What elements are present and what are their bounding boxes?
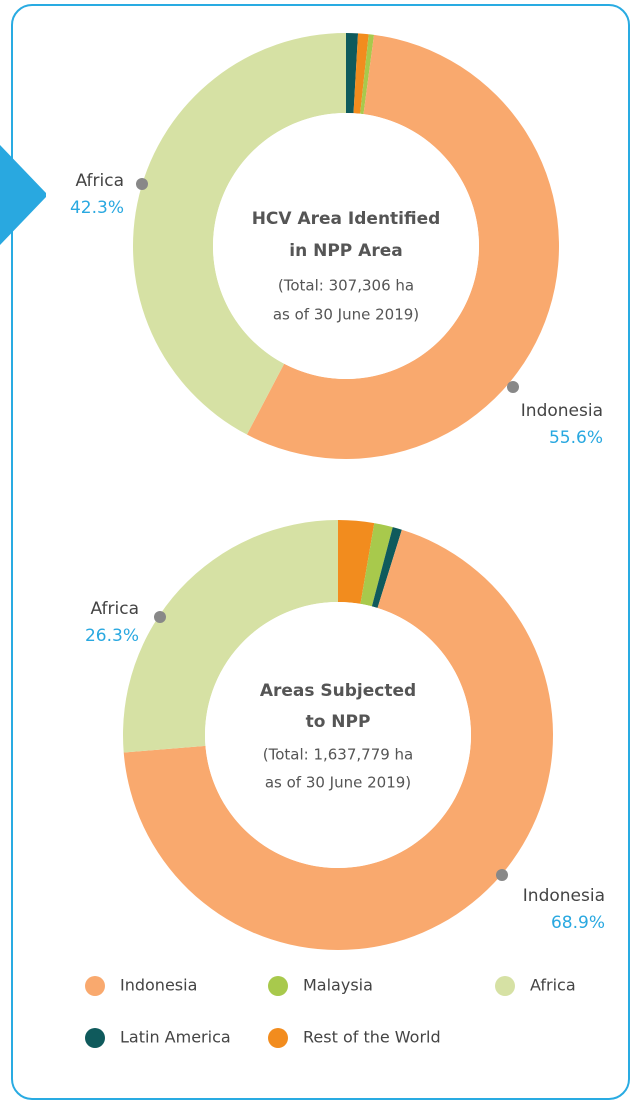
donut-segment <box>360 34 375 115</box>
center-title: Areas Subjected <box>260 681 416 701</box>
center-subtitle: (Total: 1,637,779 ha <box>263 746 414 764</box>
legend-swatch <box>495 976 515 996</box>
legend-swatch <box>85 1028 105 1048</box>
arrow <box>0 145 46 245</box>
donut-hole <box>205 602 471 868</box>
legend-label: Indonesia <box>120 976 197 995</box>
category-label: Indonesia <box>523 886 605 906</box>
legend-label: Africa <box>530 976 576 995</box>
label-dot <box>507 381 519 393</box>
center-subtitle: as of 30 June 2019) <box>273 306 419 324</box>
label-dot <box>496 869 508 881</box>
center-title: HCV Area Identified <box>252 209 441 229</box>
center-title: in NPP Area <box>289 241 402 261</box>
legend-swatch <box>268 1028 288 1048</box>
center-title: to NPP <box>306 712 371 732</box>
value-label: 55.6% <box>549 428 603 448</box>
legend-swatch <box>85 976 105 996</box>
value-label: 68.9% <box>551 913 605 933</box>
value-label: 42.3% <box>70 198 124 218</box>
legend-label: Latin America <box>120 1028 231 1047</box>
donut-segment <box>360 523 393 607</box>
donut-segment <box>123 520 338 753</box>
donut-segment <box>132 33 346 435</box>
category-label: Africa <box>91 599 140 619</box>
center-subtitle: (Total: 307,306 ha <box>278 277 414 295</box>
center-subtitle: as of 30 June 2019) <box>265 774 411 792</box>
value-label: 26.3% <box>85 626 139 646</box>
donut-segment <box>338 520 375 604</box>
donut-segment <box>353 33 369 114</box>
label-dot <box>136 178 148 190</box>
legend-label: Malaysia <box>303 976 373 995</box>
donut-segment <box>346 33 359 114</box>
donut-segment <box>371 527 402 609</box>
category-label: Indonesia <box>521 401 603 421</box>
category-label: Africa <box>76 171 125 191</box>
legend-swatch <box>268 976 288 996</box>
legend-label: Rest of the World <box>303 1028 441 1047</box>
donut-segment <box>246 34 559 459</box>
label-dot <box>154 611 166 623</box>
donut-hole <box>213 113 479 379</box>
donut-segment <box>123 529 553 951</box>
